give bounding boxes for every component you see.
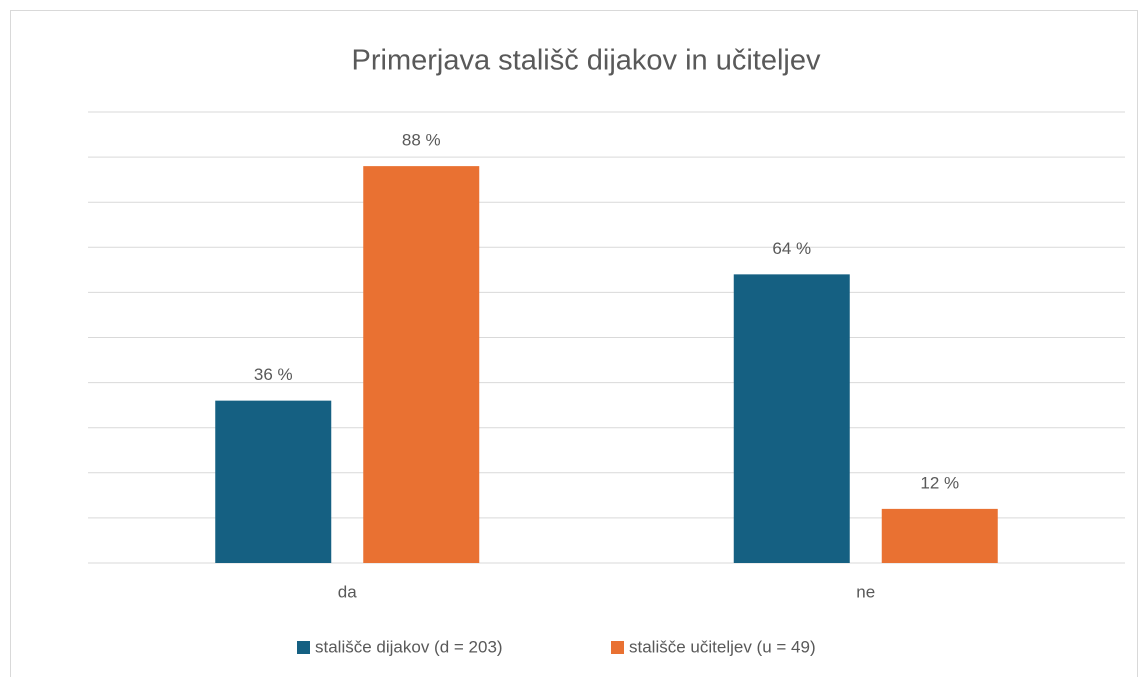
x-tick-label: ne <box>856 582 875 601</box>
bar <box>881 508 998 563</box>
bar <box>733 274 850 563</box>
data-label: 64 % <box>772 239 811 258</box>
chart-title: Primerjava stališč dijakov in učiteljev <box>352 45 821 77</box>
bar <box>215 400 332 563</box>
bar <box>363 166 480 563</box>
legend-swatch <box>297 641 310 654</box>
data-label: 12 % <box>920 473 959 492</box>
data-label: 88 % <box>402 131 441 150</box>
legend-swatch <box>611 641 624 654</box>
legend-label: stališče dijakov (d = 203) <box>315 637 503 656</box>
x-tick-label: da <box>338 582 357 601</box>
data-label: 36 % <box>254 365 293 384</box>
chart-frame <box>10 10 1138 677</box>
legend-label: stališče učiteljev (u = 49) <box>629 637 816 656</box>
